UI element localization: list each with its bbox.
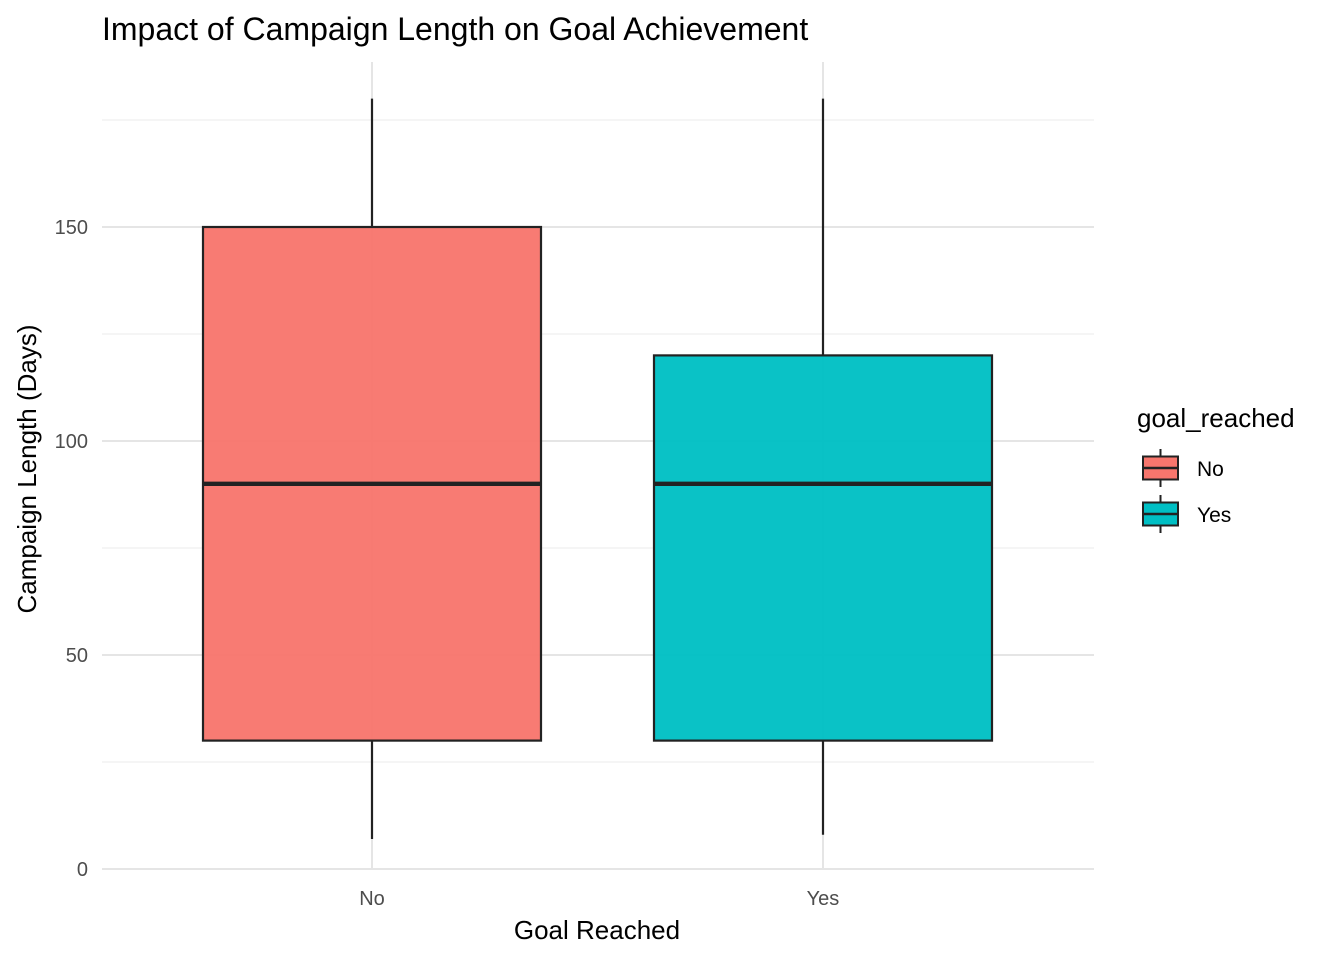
x-tick-label: No (359, 888, 385, 910)
boxplots (201, 98, 994, 840)
legend-title: goal_reached (1137, 403, 1295, 433)
legend-label: Yes (1197, 504, 1231, 527)
legend: goal_reached No Yes (1137, 403, 1295, 533)
legend-key (1142, 495, 1179, 533)
legend-label: No (1197, 458, 1224, 481)
y-tick-label: 100 (55, 431, 88, 453)
y-axis-title: Campaign Length (Days) (12, 324, 42, 613)
chart-title: Impact of Campaign Length on Goal Achiev… (102, 11, 808, 47)
legend-key (1142, 449, 1179, 487)
box-iqr (652, 354, 994, 742)
x-axis-title: Goal Reached (514, 915, 680, 945)
legend-item-no: No (1142, 449, 1224, 487)
y-axis-ticks: 0 50 100 150 (55, 217, 88, 881)
y-tick-label: 0 (77, 859, 88, 881)
y-tick-label: 150 (55, 217, 88, 239)
x-axis-ticks: No Yes (359, 888, 839, 910)
boxplot-no (201, 98, 543, 840)
legend-item-yes: Yes (1142, 495, 1231, 533)
y-tick-label: 50 (66, 645, 88, 667)
x-tick-label: Yes (807, 888, 840, 910)
boxplot-yes (652, 98, 994, 835)
